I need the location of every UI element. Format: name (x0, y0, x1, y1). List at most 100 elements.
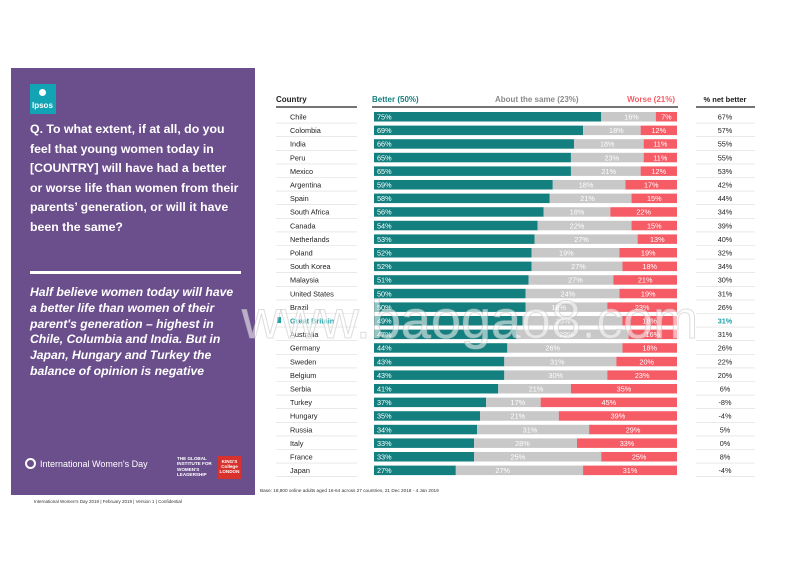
country-label: Germany (290, 344, 320, 353)
base-note: Base: 18,800 online adults aged 16-64 ac… (260, 488, 439, 493)
header-same: About the same (23%) (495, 95, 579, 104)
net-better-value: 57% (718, 126, 733, 135)
label-same: 27% (495, 466, 510, 475)
label-worse: 12% (652, 167, 667, 176)
global-institute-logo: THE GLOBAL INSTITUTE FOR WOMEN'S LEADERS… (177, 456, 212, 478)
net-better-value: 32% (718, 249, 733, 258)
net-better-value: 34% (718, 262, 733, 271)
bar-worse (640, 125, 677, 136)
label-worse: 7% (661, 113, 672, 122)
label-worse: 45% (602, 398, 617, 407)
kings-college-logo: KING'S College LONDON (218, 456, 241, 479)
label-worse: 19% (641, 289, 656, 298)
bar-better (374, 220, 538, 231)
ipsos-logo: Ipsos (30, 84, 56, 114)
label-same: 17% (511, 398, 526, 407)
bar-worse (640, 166, 677, 176)
header-net: % net better (704, 95, 747, 104)
country-label: Japan (290, 466, 310, 475)
bar-same (543, 207, 611, 217)
chart-row: Chile 75% 16% 7% 67% (276, 112, 755, 124)
net-better-value: 30% (718, 276, 733, 285)
bar-better (374, 139, 574, 149)
bar-same (507, 343, 623, 353)
chart-rows: Chile 75% 16% 7% 67% Colombia 69% 18% 12% 57% Indi… (276, 112, 755, 478)
label-better: 65% (377, 167, 392, 176)
net-better-value: 26% (718, 303, 733, 312)
chart-row: Poland 52% 19% 19% 32% (276, 248, 755, 260)
label-better: 54% (377, 221, 392, 230)
bar-better (374, 288, 526, 299)
bar-worse (637, 234, 677, 244)
bar-better (374, 397, 487, 408)
label-worse: 22% (636, 208, 651, 217)
net-better-value: 31% (718, 317, 733, 326)
bar-better (374, 275, 529, 285)
bar-better (374, 356, 505, 367)
chart-row: Netherlands 53% 27% 13% 40% (276, 234, 755, 246)
label-same: 21% (580, 194, 595, 203)
label-same: 18% (579, 181, 594, 190)
country-label: Belgium (290, 371, 316, 380)
bar-worse (643, 152, 677, 163)
bar-better (374, 261, 532, 272)
bar-same (477, 424, 590, 435)
bar-same (601, 112, 656, 122)
bar-worse (625, 180, 677, 190)
label-better: 37% (377, 398, 392, 407)
label-same: 27% (571, 262, 586, 271)
bar-better (374, 166, 571, 176)
bar-same (522, 316, 623, 326)
chart-row: Colombia 69% 18% 12% 57% (276, 125, 755, 137)
bar-better (374, 207, 544, 217)
label-worse: 12% (652, 126, 667, 135)
label-worse: 18% (642, 262, 657, 271)
country-label: Turkey (290, 398, 312, 407)
label-worse: 39% (611, 412, 626, 421)
bar-same (480, 411, 559, 421)
bar-same (525, 288, 620, 299)
label-better: 69% (377, 126, 392, 135)
chart-row: South Korea 52% 27% 18% 34% (276, 261, 755, 274)
bar-better (374, 125, 584, 136)
label-better: 49% (377, 317, 392, 326)
label-same: 28% (515, 439, 530, 448)
chart-row: Peru 65% 23% 11% 55% (276, 152, 755, 165)
label-same: 23% (556, 317, 571, 326)
chart-row: Germany 44% 26% 18% 26% (276, 343, 755, 355)
label-better: 34% (377, 425, 392, 434)
bar-worse (631, 193, 677, 204)
bar-worse (607, 370, 677, 380)
bar-better (374, 329, 517, 340)
bar-better (374, 316, 523, 326)
net-better-value: 31% (718, 330, 733, 339)
label-worse: 23% (635, 371, 650, 380)
label-same: 18% (609, 126, 624, 135)
bar-worse (583, 465, 677, 476)
chart-row: Australia 47% 29% 16% 31% (276, 329, 755, 342)
label-better: 50% (377, 289, 392, 298)
chart-row: Spain 58% 21% 15% 44% (276, 193, 755, 205)
header-better: Better (50%) (372, 95, 419, 104)
label-worse: 29% (626, 425, 641, 434)
net-better-value: -4% (719, 466, 732, 475)
chart-row: Belgium 43% 30% 23% 20% (276, 370, 755, 382)
label-same: 19% (559, 249, 574, 258)
bar-better (374, 438, 474, 448)
bar-same (531, 261, 623, 272)
chart-row: Japan 27% 27% 31% -4% (276, 465, 755, 478)
chart-row: Brazil 50% 18% 23% 26% (276, 302, 755, 314)
chart-row: Great Britain 49% 23% 18% 31% (276, 316, 755, 328)
label-worse: 35% (617, 385, 632, 394)
label-same: 22% (570, 221, 585, 230)
net-better-value: -4% (719, 412, 732, 421)
bar-better (374, 193, 550, 204)
label-worse: 19% (641, 249, 656, 258)
label-better: 52% (377, 249, 392, 258)
label-better: 50% (377, 303, 392, 312)
net-better-value: 40% (718, 235, 733, 244)
label-same: 31% (550, 357, 565, 366)
bar-better (374, 343, 508, 353)
net-better-value: 55% (718, 140, 733, 149)
